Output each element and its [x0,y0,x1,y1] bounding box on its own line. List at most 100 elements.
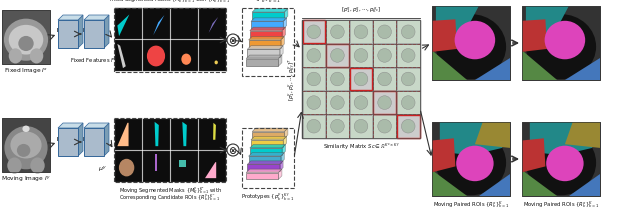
Bar [303,44,325,67]
Bar [251,140,283,146]
Polygon shape [104,123,109,156]
Text: Encoder: Encoder [57,136,79,141]
Bar [198,41,225,72]
Bar [522,6,600,80]
Polygon shape [78,123,83,156]
Ellipse shape [378,25,392,39]
Text: Fixed Features $F^x$: Fixed Features $F^x$ [70,57,118,65]
Polygon shape [283,18,287,29]
Ellipse shape [401,49,415,62]
Ellipse shape [9,48,22,63]
Bar [170,150,198,182]
Polygon shape [213,123,216,140]
Bar [198,119,225,150]
Ellipse shape [22,126,29,132]
Text: $[p_1^x, p_2^x, \cdots, p_{K^x}^x]$: $[p_1^x, p_2^x, \cdots, p_{K^x}^x]$ [341,5,381,15]
Text: Moving Image $I^y$: Moving Image $I^y$ [1,175,51,184]
Ellipse shape [30,157,45,174]
Ellipse shape [10,131,42,158]
Ellipse shape [354,96,368,109]
Text: (SAM): (SAM) [61,143,75,148]
Polygon shape [475,58,510,80]
Ellipse shape [401,96,415,109]
Bar [303,20,325,43]
Bar [326,68,349,90]
Bar [303,91,325,114]
Ellipse shape [307,119,321,133]
Bar [198,150,225,182]
Polygon shape [475,122,510,148]
Bar [432,6,510,80]
Polygon shape [282,27,285,38]
Text: $\otimes$: $\otimes$ [228,34,237,46]
Polygon shape [522,19,547,52]
Bar [143,41,170,72]
Polygon shape [209,17,218,33]
Bar [179,160,186,167]
Polygon shape [283,136,287,146]
Bar [115,150,141,182]
Polygon shape [252,9,288,12]
Bar [397,68,419,90]
Bar [373,91,396,114]
Polygon shape [565,122,600,148]
Bar [373,91,396,114]
Bar [252,12,284,20]
Bar [397,44,419,67]
Polygon shape [522,50,557,80]
Text: Corresponding Candidate ROIs $\{R_k^y\}_{k=1}^{K^y}$: Corresponding Candidate ROIs $\{R_k^y\}_… [120,192,221,203]
Polygon shape [526,6,569,47]
Polygon shape [436,6,479,47]
Bar [373,68,396,90]
Ellipse shape [330,25,344,39]
Polygon shape [432,50,467,80]
Bar [84,20,104,48]
Polygon shape [250,27,285,31]
Polygon shape [432,19,457,52]
Ellipse shape [4,19,48,61]
Bar [326,91,349,114]
Polygon shape [278,169,282,179]
Ellipse shape [401,25,415,39]
Polygon shape [78,15,83,48]
Ellipse shape [354,49,368,62]
Polygon shape [251,18,287,21]
Ellipse shape [30,48,44,63]
Bar [170,119,198,150]
Text: (SAM): (SAM) [87,36,101,41]
Ellipse shape [307,49,321,62]
Bar [246,173,278,179]
Text: $\otimes$: $\otimes$ [228,145,237,155]
Ellipse shape [546,146,584,181]
Polygon shape [250,145,285,148]
Polygon shape [205,162,216,178]
Bar [2,10,50,64]
Bar [326,115,349,138]
Bar [58,128,78,156]
Bar [432,122,510,196]
Bar [198,9,225,39]
Ellipse shape [214,60,218,64]
Bar [349,91,372,114]
Polygon shape [522,170,557,196]
Bar [432,122,510,196]
Bar [2,10,50,64]
Ellipse shape [378,96,392,109]
Ellipse shape [354,25,368,39]
Bar [349,20,372,43]
Ellipse shape [354,72,368,86]
Text: Moving Segmented Masks $\{M_K^y\}_{k=1}^{K^y}$ with: Moving Segmented Masks $\{M_K^y\}_{k=1}^… [118,185,221,196]
Ellipse shape [354,119,368,133]
Bar [349,68,372,90]
Polygon shape [58,15,83,20]
Polygon shape [440,122,502,155]
Bar [522,122,600,196]
Ellipse shape [526,130,596,195]
Polygon shape [104,15,109,48]
Bar [303,115,325,138]
Bar [251,21,283,29]
Text: (SAM): (SAM) [87,143,101,148]
Bar [303,20,325,43]
Ellipse shape [378,119,392,133]
Bar [248,156,281,163]
